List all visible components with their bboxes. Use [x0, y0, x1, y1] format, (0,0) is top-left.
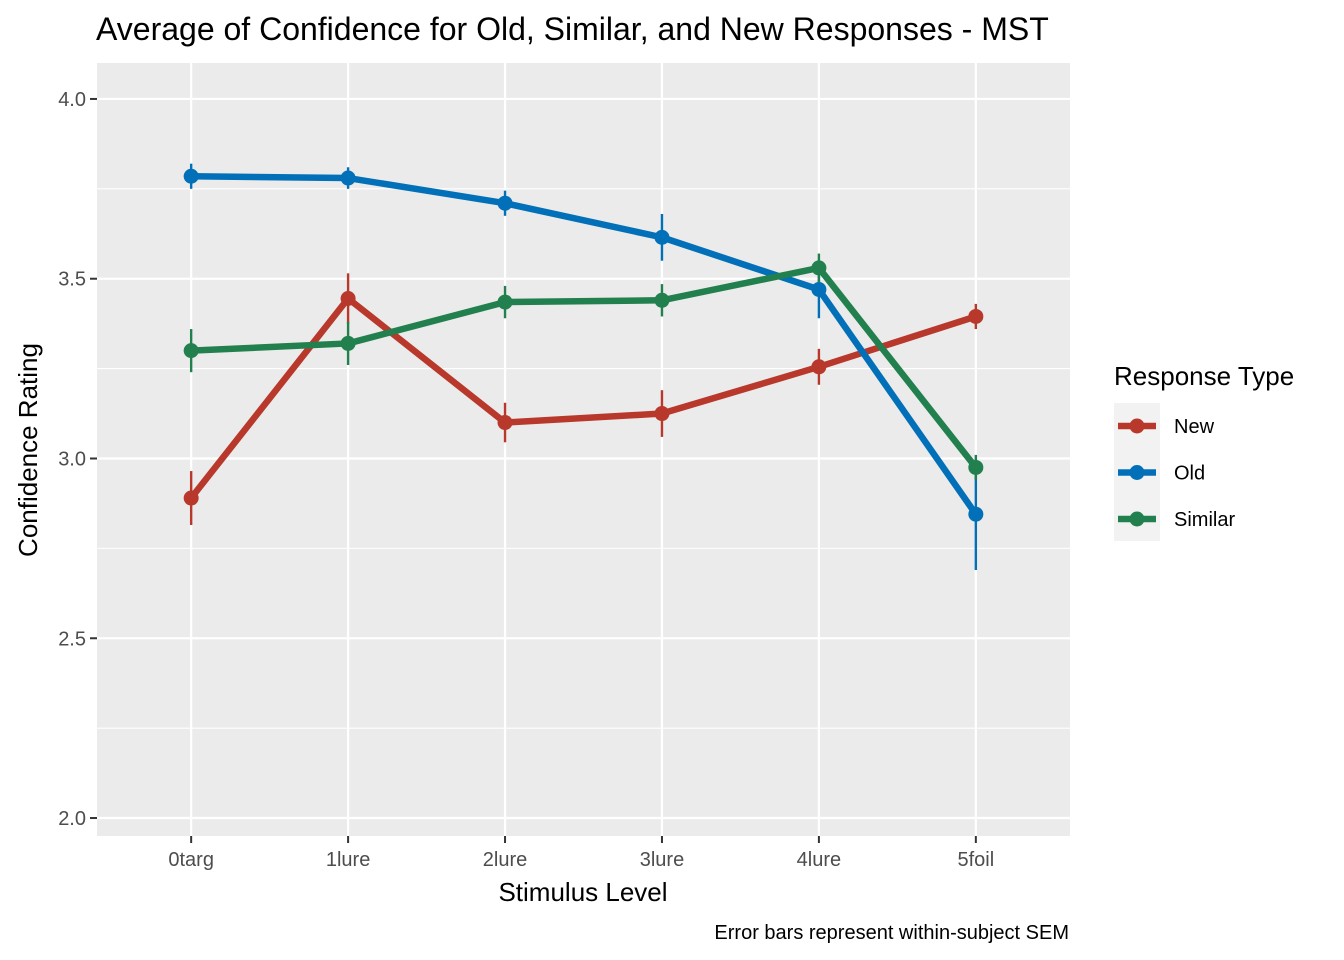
- legend-label-new: New: [1174, 416, 1215, 438]
- data-point-similar: [811, 260, 827, 276]
- series-line-similar: [191, 264, 979, 470]
- series-old: [183, 163, 984, 570]
- plot-panel: [97, 63, 1070, 836]
- x-tick-label: 1lure: [326, 849, 370, 871]
- data-point-new: [497, 415, 513, 431]
- x-tick-label: 2lure: [483, 849, 527, 871]
- y-axis: 2.0 2.5 3.0 3.5 4.0: [58, 89, 97, 830]
- y-tick-label: 2.5: [58, 628, 86, 650]
- legend: Response Type New Old Similar: [1114, 361, 1294, 541]
- series-layer: [183, 163, 984, 570]
- legend-item-new: New: [1118, 416, 1215, 438]
- chart-caption: Error bars represent within-subject SEM: [714, 922, 1069, 944]
- grid-major: [97, 63, 1070, 836]
- chart-title: Average of Confidence for Old, Similar, …: [96, 11, 1049, 47]
- x-tick-label: 3lure: [640, 849, 684, 871]
- legend-label-similar: Similar: [1174, 509, 1235, 531]
- data-point-new: [811, 359, 827, 375]
- legend-swatch-point-new: [1129, 418, 1145, 434]
- series-line-new: [188, 295, 977, 501]
- data-point-similar: [654, 292, 670, 308]
- data-point-old: [654, 229, 670, 245]
- x-axis-title: Stimulus Level: [498, 877, 667, 907]
- grid-minor: [97, 188, 1070, 729]
- data-point-old: [183, 168, 199, 184]
- legend-item-old: Old: [1118, 463, 1205, 485]
- series-line-old: [191, 173, 979, 517]
- legend-item-similar: Similar: [1118, 509, 1235, 531]
- legend-title: Response Type: [1114, 361, 1294, 391]
- y-tick-label: 3.5: [58, 269, 86, 291]
- y-tick-label: 4.0: [58, 89, 86, 111]
- y-axis-title: Confidence Rating: [13, 343, 43, 557]
- data-point-similar: [497, 294, 513, 310]
- y-tick-label: 2.0: [58, 808, 86, 830]
- data-point-similar: [340, 335, 356, 351]
- data-point-old: [811, 282, 827, 298]
- data-point-old: [340, 170, 356, 186]
- series-similar: [183, 253, 984, 481]
- y-tick-label: 3.0: [58, 448, 86, 470]
- x-axis: 0targ 1lure 2lure 3lure 4lure 5foil: [168, 836, 994, 871]
- data-point-new: [183, 490, 199, 506]
- legend-label-old: Old: [1174, 463, 1205, 485]
- data-point-new: [968, 308, 984, 324]
- legend-swatch-point-similar: [1129, 511, 1145, 527]
- legend-swatch-point-old: [1129, 465, 1145, 480]
- data-point-new: [654, 406, 670, 422]
- data-point-similar: [968, 459, 984, 475]
- x-tick-label: 5foil: [957, 849, 994, 871]
- data-point-similar: [183, 343, 199, 359]
- data-point-old: [968, 506, 984, 522]
- data-point-new: [340, 290, 356, 306]
- series-new: [183, 273, 984, 526]
- x-tick-label: 0targ: [168, 849, 214, 871]
- data-point-old: [497, 195, 513, 211]
- x-tick-label: 4lure: [797, 849, 841, 871]
